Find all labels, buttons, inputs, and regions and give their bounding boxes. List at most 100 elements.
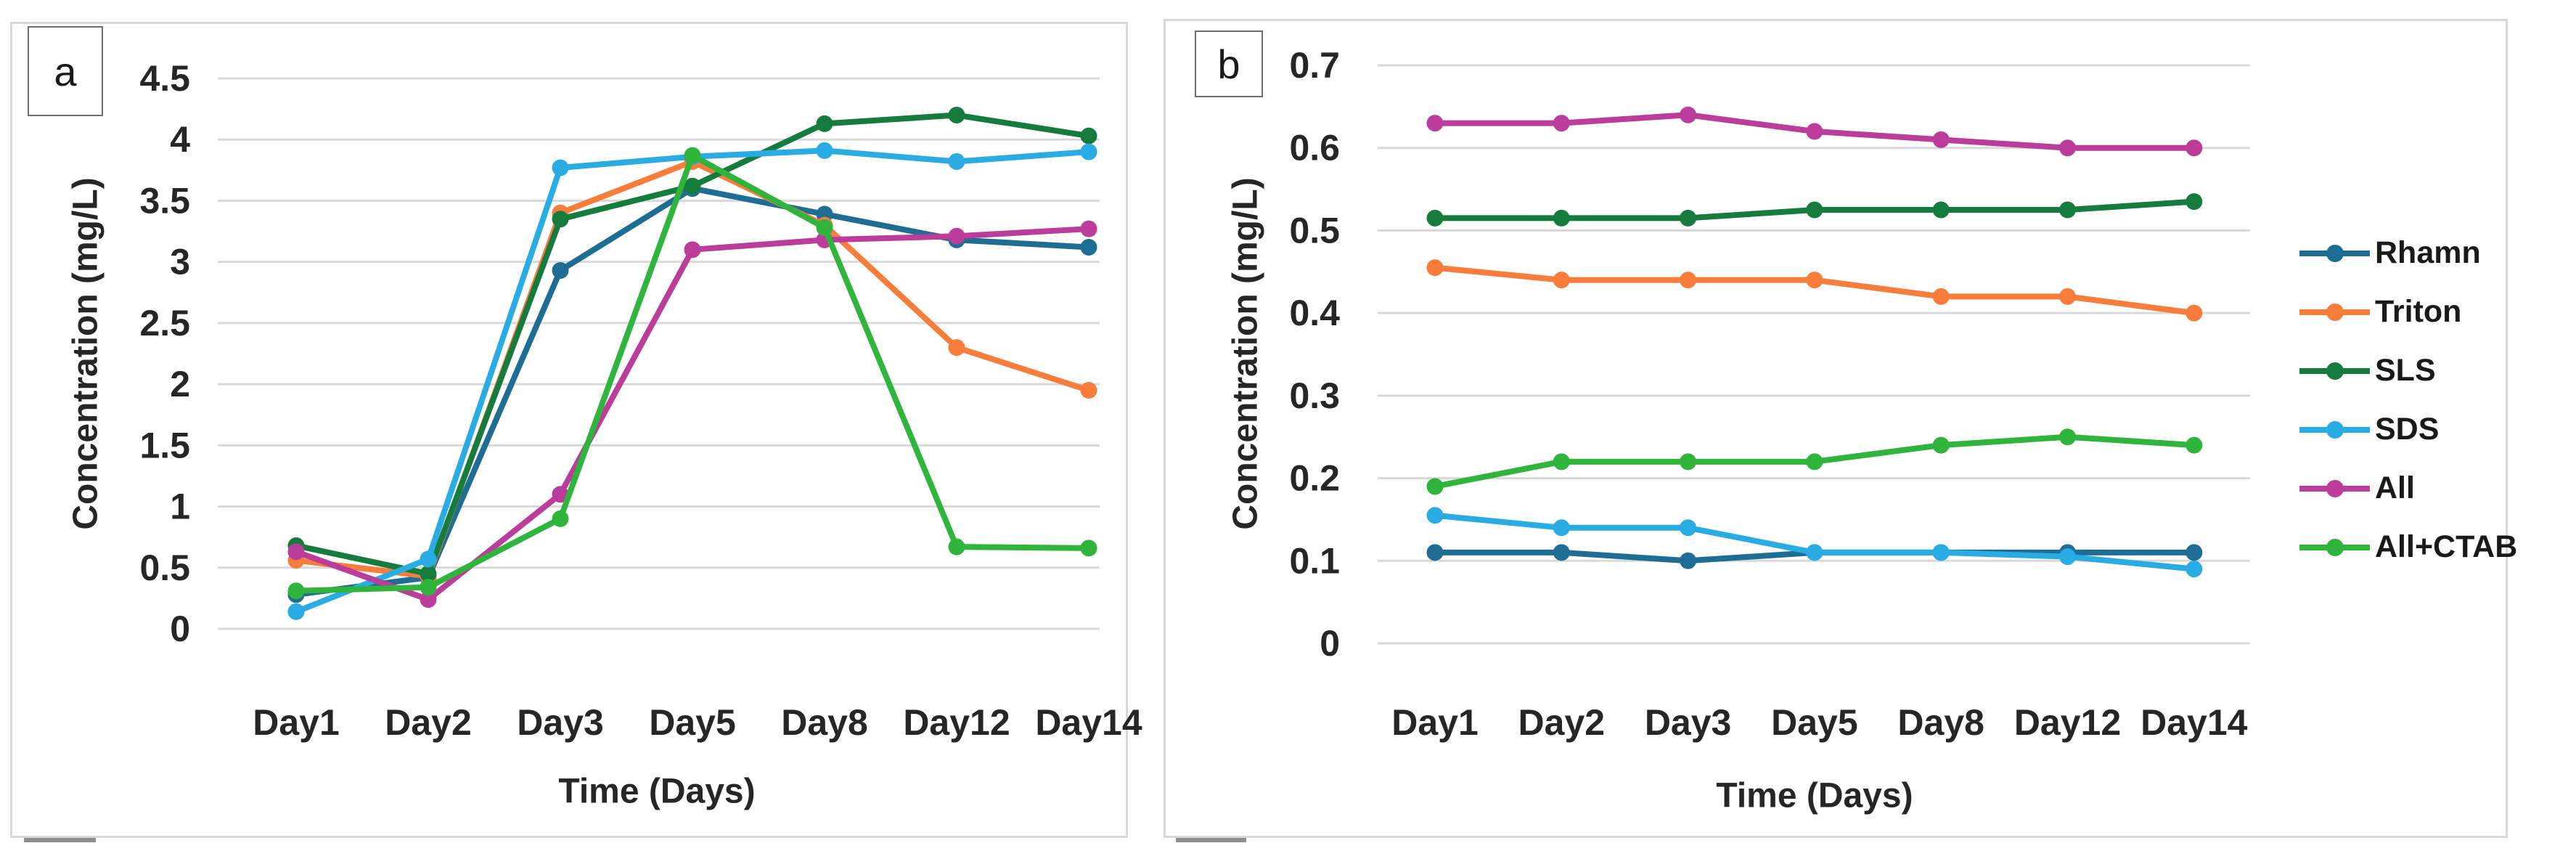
y-tick-label-b: 0.4	[1289, 293, 1340, 333]
x-tick-label-a: Day5	[649, 702, 736, 743]
y-tick-label-b: 0.1	[1289, 540, 1340, 581]
legend-item-All: All	[2299, 459, 2517, 518]
data-point-SDS-Day1-b	[1426, 507, 1444, 524]
legend-label: All+CTAB	[2375, 529, 2518, 564]
data-point-Rhamn-Day2-b	[1553, 544, 1570, 561]
legend-line-marker-icon	[2299, 479, 2370, 497]
y-tick-label-b: 0.5	[1289, 210, 1340, 251]
data-point-All+CTAB-Day12-a	[948, 538, 965, 555]
legend-line-marker-icon	[2299, 244, 2370, 262]
data-point-All-Day5-b	[1806, 123, 1823, 140]
x-tick-label-b: Day1	[1391, 702, 1479, 743]
x-tick-label-b: Day8	[1897, 702, 1984, 743]
legend-dot-icon	[2326, 303, 2344, 321]
data-point-All-Day2-a	[420, 591, 437, 608]
legend-label: SLS	[2375, 353, 2436, 388]
x-tick-label-b: Day5	[1771, 702, 1858, 743]
x-tick-label-a: Day3	[517, 702, 604, 743]
legend-label: Rhamn	[2375, 235, 2481, 270]
series-line-All+CTAB-a	[293, 152, 1092, 594]
legend-label: Triton	[2375, 294, 2462, 329]
legend-item-SLS: SLS	[2299, 341, 2517, 400]
data-point-All-Day8-b	[1932, 131, 1950, 148]
y-tick-label-b: 0.6	[1289, 128, 1340, 168]
legend-dot-icon	[2326, 362, 2344, 380]
series-line-Triton-a	[293, 158, 1092, 579]
data-point-SLS-Day1-b	[1426, 209, 1444, 227]
y-tick-label-b: 0	[1320, 623, 1340, 664]
y-tick-label-a: 2	[170, 364, 190, 404]
data-point-SDS-Day14-b	[2185, 561, 2203, 578]
data-point-All-Day2-b	[1553, 115, 1570, 132]
y-axis-title-b: Concentration (mg/L)	[1226, 177, 1265, 530]
y-tick-label-a: 3.5	[139, 180, 190, 221]
y-tick-label-a: 1.5	[139, 425, 190, 465]
data-point-Triton-Day14-b	[2185, 304, 2203, 322]
data-point-Rhamn-Day14-a	[1080, 238, 1097, 256]
x-tick-label-b: Day12	[2014, 702, 2121, 743]
data-point-Rhamn-Day14-b	[2185, 544, 2203, 561]
data-point-SDS-Day12-b	[2059, 548, 2076, 566]
data-point-Triton-Day5-b	[1806, 272, 1823, 289]
legend-item-All+CTAB: All+CTAB	[2299, 518, 2517, 577]
legend-dot-icon	[2326, 420, 2344, 439]
data-point-All+CTAB-Day14-b	[2185, 436, 2203, 454]
data-point-Triton-Day3-b	[1680, 272, 1697, 289]
data-point-SLS-Day2-a	[420, 565, 437, 582]
data-point-All-Day3-b	[1680, 106, 1697, 123]
data-point-All+CTAB-Day14-a	[1080, 540, 1097, 557]
y-tick-label-a: 1	[170, 487, 190, 527]
data-point-Rhamn-Day1-b	[1426, 544, 1444, 561]
data-point-SDS-Day5-b	[1806, 544, 1823, 561]
data-point-SDS-Day3-a	[552, 159, 569, 176]
legend-line-marker-icon	[2299, 538, 2370, 556]
data-point-Triton-Day1-b	[1426, 259, 1444, 277]
panel-a-label-box: a	[28, 26, 103, 116]
y-tick-label-a: 4.5	[139, 58, 190, 99]
x-tick-label-b: Day14	[2140, 702, 2248, 743]
data-point-All-Day1-a	[287, 543, 305, 561]
data-point-Triton-Day12-b	[2059, 288, 2076, 305]
data-point-SLS-Day5-a	[684, 177, 701, 195]
legend-dot-icon	[2326, 538, 2344, 556]
legend-line-marker-icon	[2299, 420, 2370, 439]
data-point-SDS-Day12-a	[948, 153, 965, 171]
data-point-Triton-Day2-b	[1553, 272, 1570, 289]
x-tick-label-a: Day14	[1035, 702, 1142, 743]
data-point-All+CTAB-Day8-a	[816, 219, 833, 237]
data-point-SLS-Day12-b	[2059, 201, 2076, 219]
data-point-Triton-Day14-a	[1080, 382, 1097, 399]
data-point-SDS-Day3-b	[1680, 519, 1697, 537]
data-point-All-Day3-a	[552, 486, 569, 503]
data-point-SLS-Day3-b	[1680, 209, 1697, 227]
data-point-SDS-Day8-a	[816, 142, 833, 159]
data-point-All-Day12-b	[2059, 139, 2076, 157]
data-point-SDS-Day8-b	[1932, 544, 1950, 561]
y-tick-label-a: 4	[170, 119, 190, 160]
y-tick-label-b: 0.3	[1289, 375, 1340, 416]
legend: Rhamn Triton SLS SDS All All+CTAB	[2299, 224, 2517, 577]
data-point-SLS-Day14-b	[2185, 193, 2203, 211]
data-point-All-Day12-a	[948, 227, 965, 245]
data-point-All+CTAB-Day2-a	[420, 579, 437, 596]
legend-line-marker-icon	[2299, 303, 2370, 321]
data-point-All+CTAB-Day2-b	[1553, 453, 1570, 471]
data-point-Rhamn-Day3-a	[552, 261, 569, 279]
data-point-SDS-Day14-a	[1080, 143, 1097, 160]
data-point-Rhamn-Day3-b	[1680, 552, 1697, 569]
cropped-panel-c-label-box-edge	[24, 838, 96, 842]
data-point-SDS-Day1-a	[287, 603, 305, 620]
data-point-All+CTAB-Day3-a	[552, 510, 569, 527]
x-tick-label-a: Day12	[903, 702, 1010, 743]
data-point-All-Day5-a	[684, 241, 701, 258]
data-point-SLS-Day3-a	[552, 211, 569, 228]
y-tick-label-b: 0.2	[1289, 458, 1340, 499]
data-point-SLS-Day2-b	[1553, 209, 1570, 227]
data-point-SLS-Day12-a	[948, 107, 965, 124]
panel-b-label: b	[1217, 41, 1240, 87]
y-tick-label-a: 3	[170, 242, 190, 282]
data-point-SLS-Day14-a	[1080, 127, 1097, 144]
data-point-All+CTAB-Day12-b	[2059, 428, 2076, 446]
